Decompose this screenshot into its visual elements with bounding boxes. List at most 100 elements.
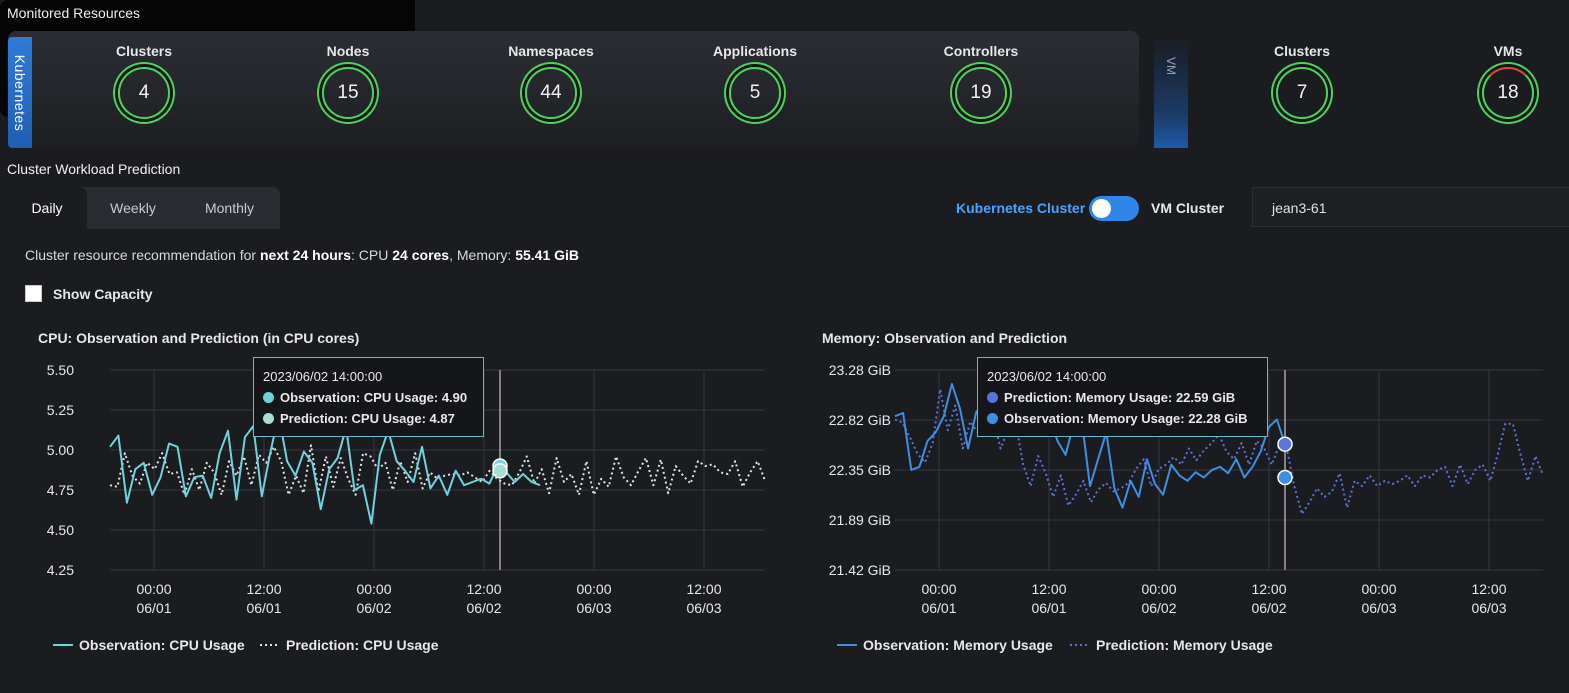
prediction-series-line: [109, 444, 766, 496]
tooltip-time: 2023/06/02 14:00:00: [987, 369, 1107, 384]
cluster-type-toggle[interactable]: [1089, 196, 1139, 221]
x-tick-date: 06/01: [1031, 600, 1066, 616]
status-ring: 5: [729, 67, 781, 119]
stat-label: Clusters: [115, 43, 173, 59]
memory-chart: 23.28 GiB 22.82 GiB 22.35 GiB 21.89 GiB 21.4…: [829, 362, 1544, 653]
status-ring: 4: [118, 67, 170, 119]
x-tick-time: 00:00: [356, 581, 391, 597]
y-tick-label: 21.89 GiB: [829, 512, 891, 528]
tooltip-label: Prediction: CPU Usage:: [280, 411, 430, 426]
x-tick-time: 12:00: [686, 581, 721, 597]
monitored-resources-title: Monitored Resources: [7, 5, 141, 21]
y-tick-label: 21.42 GiB: [829, 562, 891, 578]
x-tick-time: 00:00: [921, 581, 956, 597]
status-ring: 7: [1276, 67, 1328, 119]
x-tick-date: 06/02: [466, 600, 501, 616]
tooltip-value: 4.87: [429, 411, 455, 426]
rec-window: next 24 hours: [260, 247, 352, 263]
x-tick-time: 12:00: [1251, 581, 1286, 597]
y-tick-label: 4.50: [47, 522, 74, 538]
legend-prediction-label: Prediction: Memory Usage: [1096, 637, 1273, 653]
stat-clusters[interactable]: Clusters 4: [84, 43, 204, 133]
stat-value: 7: [1296, 82, 1308, 103]
cluster-select-value: jean3-61: [1272, 200, 1327, 216]
memory-chart-title: Memory: Observation and Prediction: [822, 330, 1068, 346]
toggle-knob: [1092, 199, 1111, 218]
vm-tab[interactable]: VM: [1154, 37, 1188, 148]
stat-value: 44: [540, 82, 562, 103]
stat-label: VMs: [1493, 43, 1523, 59]
y-tick-label: 5.50: [47, 362, 74, 378]
stat-label: Clusters: [1273, 43, 1331, 59]
y-tick-label: 5.25: [47, 402, 74, 418]
status-ring: 15: [322, 67, 374, 119]
x-tick-time: 12:00: [246, 581, 281, 597]
show-capacity-checkbox[interactable]: [25, 285, 42, 302]
recommendation-text: Cluster resource recommendation for next…: [25, 247, 579, 263]
stat-value: 19: [970, 82, 992, 103]
stat-vms[interactable]: VMs 18: [1448, 43, 1568, 133]
stat-controllers[interactable]: Controllers 19: [921, 43, 1041, 133]
cluster-select[interactable]: jean3-61: [1252, 187, 1569, 227]
status-ring: 19: [955, 67, 1007, 119]
x-tick-date: 06/01: [136, 600, 171, 616]
tooltip-row: Prediction: Memory Usage: 22.59 GiB: [987, 390, 1235, 405]
x-tick-date: 06/03: [1361, 600, 1396, 616]
observation-series-line: [109, 413, 541, 525]
rec-mem-prefix: , Memory:: [449, 247, 516, 263]
stat-nodes[interactable]: Nodes 15: [288, 43, 408, 133]
tooltip-value: 4.90: [441, 390, 468, 405]
kubernetes-cluster-label[interactable]: Kubernetes Cluster: [956, 200, 1086, 216]
legend-observation-label: Observation: CPU Usage: [79, 637, 245, 653]
kubernetes-tab-label: Kubernetes: [12, 54, 28, 131]
tooltip-value: 22.28 GiB: [1188, 411, 1248, 426]
tab-monthly[interactable]: Monthly: [204, 200, 255, 216]
y-tick-label: 4.25: [47, 562, 74, 578]
x-tick-date: 06/03: [1471, 600, 1506, 616]
stat-label: Nodes: [326, 43, 370, 59]
stat-vm-clusters[interactable]: Clusters 7: [1242, 43, 1362, 133]
tooltip-time: 2023/06/02 14:00:00: [263, 369, 383, 384]
x-tick-time: 12:00: [1471, 581, 1506, 597]
stat-label: Controllers: [943, 43, 1019, 59]
legend-prediction-label: Prediction: CPU Usage: [286, 637, 439, 653]
y-tick-label: 4.75: [47, 482, 74, 498]
workload-prediction-title: Cluster Workload Prediction: [7, 161, 181, 177]
stat-label: Applications: [712, 43, 797, 59]
rec-cpu-prefix: : CPU: [351, 247, 393, 263]
hover-point: [1277, 436, 1293, 452]
hover-point: [1277, 469, 1293, 486]
x-tick-date: 06/02: [1251, 600, 1286, 616]
status-ring: 44: [525, 67, 577, 119]
tab-daily[interactable]: Daily: [7, 187, 87, 229]
stat-value: 18: [1497, 82, 1519, 103]
period-tabs: Daily Weekly Monthly: [7, 187, 280, 229]
series-dot-icon: [987, 413, 998, 424]
stat-namespaces[interactable]: Namespaces 44: [491, 43, 611, 133]
show-capacity-label[interactable]: Show Capacity: [53, 286, 153, 302]
x-tick-date: 06/01: [246, 600, 281, 616]
kubernetes-tab[interactable]: Kubernetes: [8, 37, 32, 148]
status-ring: 18: [1482, 67, 1534, 119]
memory-chart-tooltip: 2023/06/02 14:00:00 Prediction: Memory U…: [977, 357, 1268, 437]
x-tick-time: 00:00: [136, 581, 171, 597]
stat-value: 5: [749, 82, 761, 103]
x-tick-time: 00:00: [576, 581, 611, 597]
stat-value: 4: [138, 82, 150, 103]
y-tick-label: 22.35 GiB: [829, 462, 891, 478]
vm-cluster-label[interactable]: VM Cluster: [1151, 200, 1225, 216]
tooltip-row: Observation: CPU Usage: 4.90: [263, 390, 467, 405]
tooltip-label: Prediction: Memory Usage:: [1004, 390, 1176, 405]
observation-series-line: [894, 383, 1286, 509]
tooltip-row: Prediction: CPU Usage: 4.87: [263, 411, 455, 426]
tooltip-label: Observation: Memory Usage:: [1004, 411, 1189, 426]
y-tick-label: 23.28 GiB: [829, 362, 891, 378]
tab-weekly[interactable]: Weekly: [110, 200, 156, 216]
cpu-chart-title: CPU: Observation and Prediction (in CPU …: [38, 330, 360, 346]
x-tick-time: 12:00: [466, 581, 501, 597]
tooltip-label: Observation: CPU Usage:: [280, 390, 442, 405]
stat-applications[interactable]: Applications 5: [695, 43, 815, 133]
series-dot-icon: [263, 413, 274, 424]
stat-label: Namespaces: [508, 43, 594, 59]
tooltip-row: Observation: Memory Usage: 22.28 GiB: [987, 411, 1247, 426]
